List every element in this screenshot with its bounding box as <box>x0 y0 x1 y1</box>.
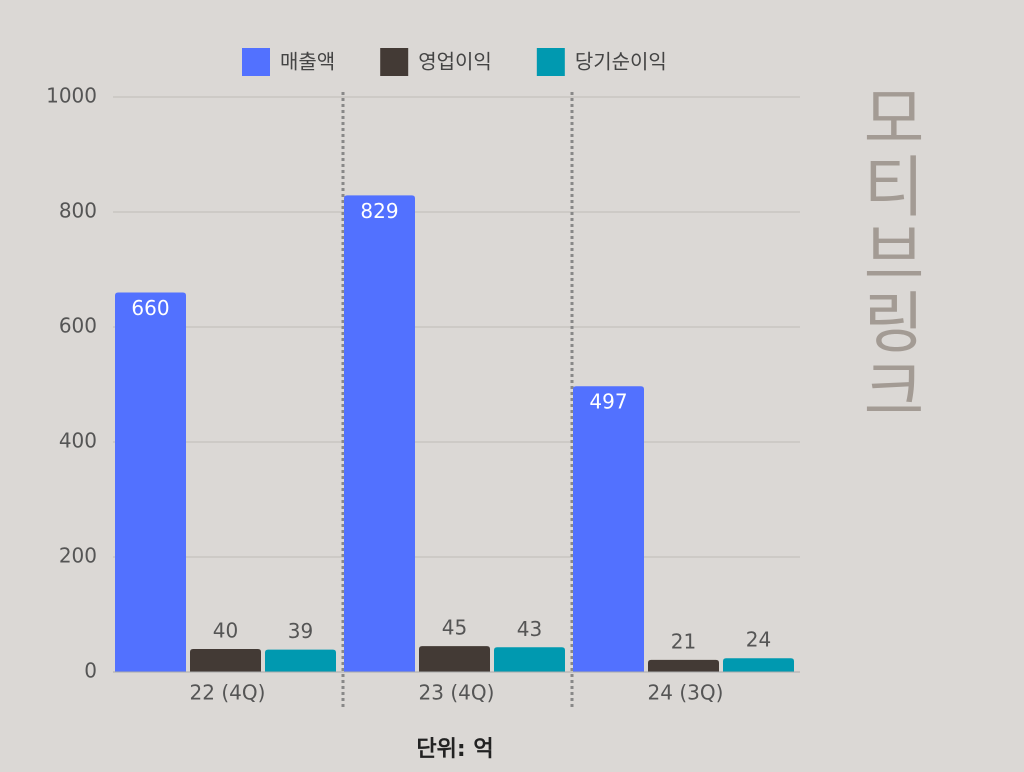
y-tick-label: 800 <box>59 199 97 223</box>
x-tick-label: 22 (4Q) <box>190 681 266 705</box>
legend-label: 당기순이익 <box>575 50 667 74</box>
bar <box>344 195 415 672</box>
bar <box>190 649 261 672</box>
bar <box>573 386 644 672</box>
legend-swatch <box>242 48 270 76</box>
y-tick-label: 0 <box>84 659 97 683</box>
data-label: 39 <box>288 619 313 643</box>
legend-label: 매출액 <box>280 50 335 74</box>
data-label: 829 <box>360 199 398 223</box>
x-tick-label: 24 (3Q) <box>648 681 724 705</box>
x-axis-label: 단위: 억 <box>416 737 493 762</box>
data-label: 21 <box>671 629 696 653</box>
data-label: 660 <box>131 296 169 320</box>
bar <box>115 292 186 672</box>
bar <box>265 649 336 672</box>
bar <box>419 646 490 672</box>
data-label: 43 <box>517 617 542 641</box>
bar <box>723 658 794 672</box>
data-label: 45 <box>442 616 467 640</box>
y-tick-label: 600 <box>59 314 97 338</box>
legend-swatch <box>536 48 565 76</box>
y-tick-label: 400 <box>59 429 97 453</box>
data-label: 497 <box>589 390 627 414</box>
legend-swatch <box>380 48 409 76</box>
y-tick-label: 1000 <box>46 84 97 108</box>
legend-label: 영업이익 <box>418 50 492 74</box>
data-label: 24 <box>746 628 771 652</box>
bar <box>648 659 719 672</box>
data-label: 40 <box>213 619 238 643</box>
watermark: 모티브링크 <box>850 84 927 424</box>
x-tick-label: 23 (4Q) <box>419 681 495 705</box>
y-tick-label: 200 <box>59 544 97 568</box>
bar <box>494 647 565 672</box>
